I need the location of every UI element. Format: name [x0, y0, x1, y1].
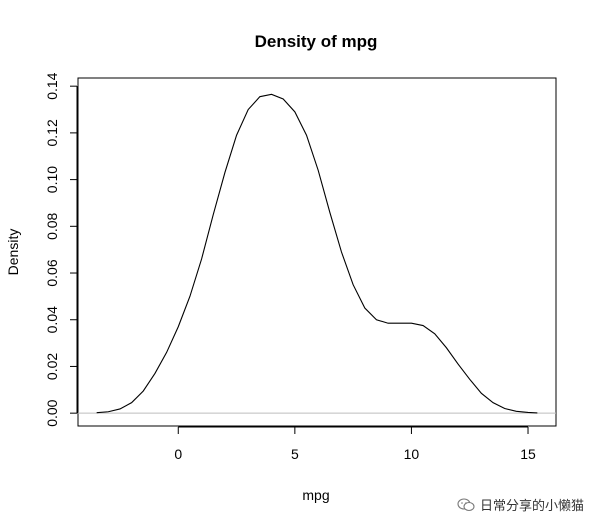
y-axis-label: Density [5, 229, 21, 276]
watermark: 日常分享的小懒猫 [457, 495, 584, 514]
x-tick-label: 0 [174, 446, 182, 462]
watermark-text: 日常分享的小懒猫 [479, 499, 584, 514]
y-axis: 0.00 0.02 0.04 0.06 0.08 0.10 0.12 0.14 [44, 72, 78, 427]
y-tick-label: 0.04 [44, 306, 60, 333]
x-axis-label: mpg [302, 487, 329, 503]
x-axis: 0 5 10 15 [174, 426, 536, 462]
plot-frame [77, 77, 557, 427]
y-tick-label: 0.10 [44, 166, 60, 193]
x-tick-label: 10 [404, 446, 420, 462]
y-tick-label: 0.08 [44, 212, 60, 239]
density-curve [96, 93, 538, 414]
wechat-icon [457, 497, 475, 511]
y-tick-label: 0.14 [44, 72, 60, 99]
y-tick-label: 0.12 [44, 119, 60, 146]
x-tick-label: 15 [520, 446, 536, 462]
x-tick-label: 5 [291, 446, 299, 462]
chart-title: Density of mpg [255, 32, 378, 51]
y-tick-label: 0.06 [44, 259, 60, 286]
y-tick-label: 0.02 [44, 353, 60, 380]
y-tick-label: 0.00 [44, 399, 60, 426]
